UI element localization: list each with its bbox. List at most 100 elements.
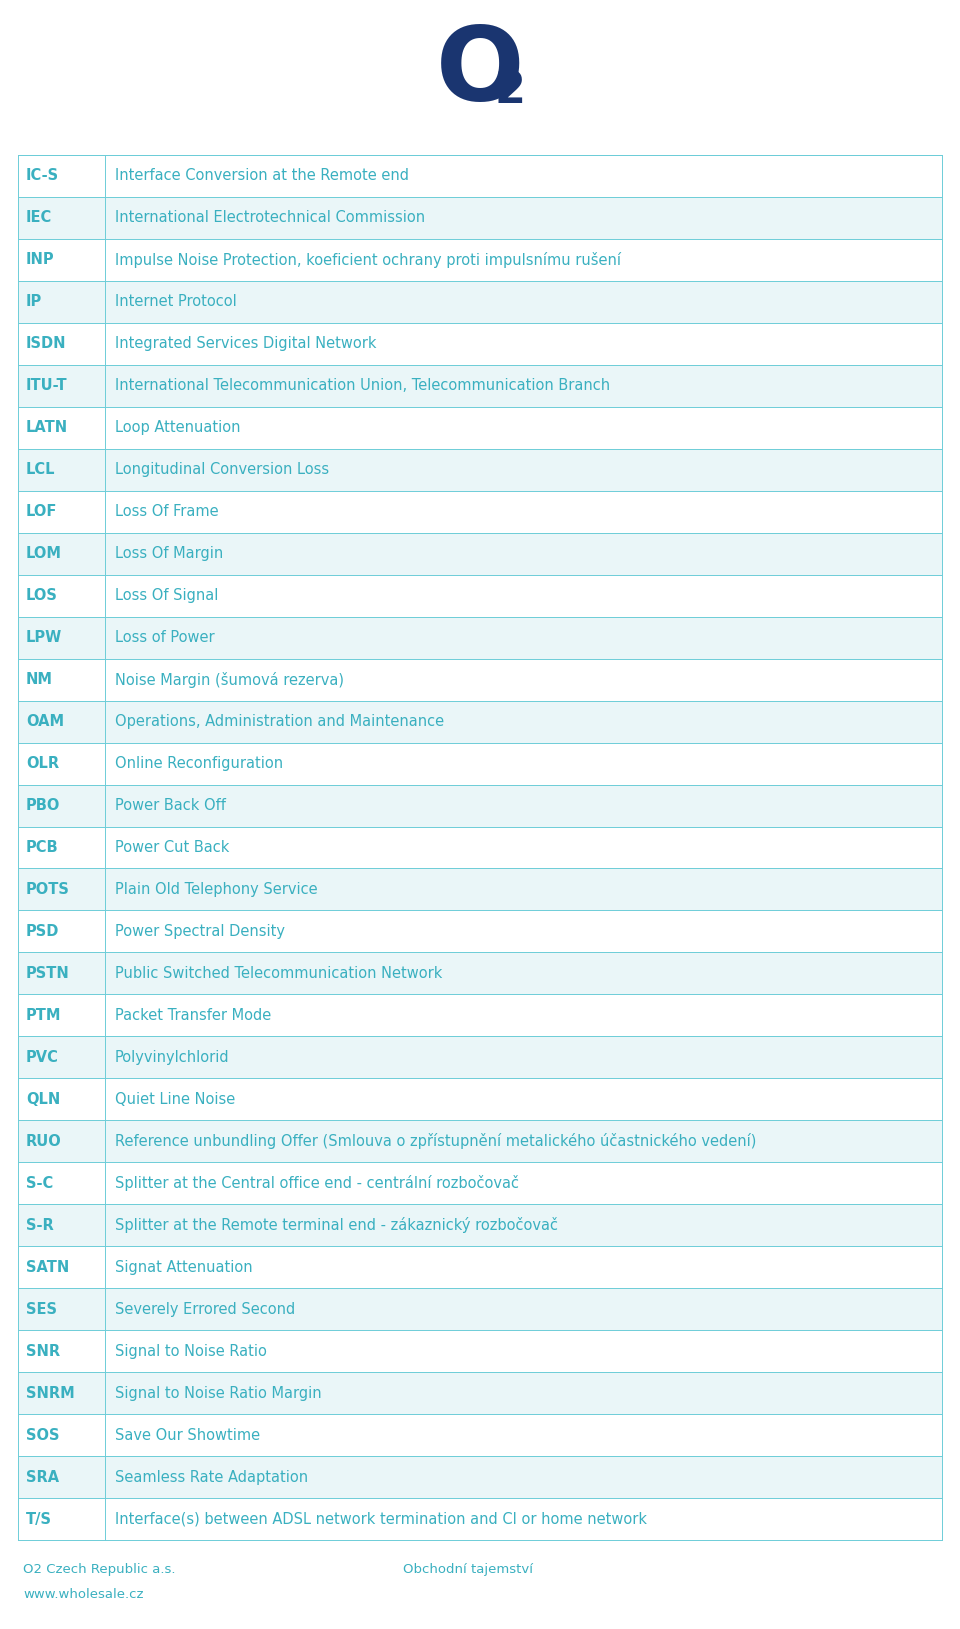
Text: NM: NM bbox=[26, 673, 53, 687]
Text: PTM: PTM bbox=[26, 1008, 61, 1023]
Text: Integrated Services Digital Network: Integrated Services Digital Network bbox=[115, 336, 376, 352]
Text: 2: 2 bbox=[494, 68, 525, 111]
Bar bbox=[18, 407, 942, 448]
Text: Loss of Power: Loss of Power bbox=[115, 630, 215, 645]
Text: Online Reconfiguration: Online Reconfiguration bbox=[115, 756, 283, 771]
Bar bbox=[18, 1372, 942, 1414]
Text: PVC: PVC bbox=[26, 1049, 59, 1065]
Text: Signal to Noise Ratio: Signal to Noise Ratio bbox=[115, 1344, 267, 1359]
Text: Loss Of Margin: Loss Of Margin bbox=[115, 546, 224, 562]
Text: LATN: LATN bbox=[26, 420, 68, 435]
Text: SATN: SATN bbox=[26, 1259, 69, 1276]
Text: Splitter at the Remote terminal end - zákaznický rozbočovač: Splitter at the Remote terminal end - zá… bbox=[115, 1217, 558, 1233]
Bar bbox=[18, 617, 942, 658]
Text: IP: IP bbox=[26, 295, 42, 310]
Text: Seamless Rate Adaptation: Seamless Rate Adaptation bbox=[115, 1469, 308, 1484]
Bar bbox=[18, 1121, 942, 1161]
Text: S-R: S-R bbox=[26, 1218, 54, 1233]
Bar bbox=[18, 785, 942, 826]
Text: Noise Margin (šumová rezerva): Noise Margin (šumová rezerva) bbox=[115, 671, 344, 687]
Text: SNR: SNR bbox=[26, 1344, 60, 1359]
Text: IC-S: IC-S bbox=[26, 168, 60, 184]
Bar bbox=[18, 1078, 942, 1121]
Bar bbox=[18, 1036, 942, 1078]
Text: Packet Transfer Mode: Packet Transfer Mode bbox=[115, 1008, 272, 1023]
Text: Power Cut Back: Power Cut Back bbox=[115, 841, 229, 855]
Bar bbox=[18, 1204, 942, 1246]
Bar bbox=[18, 448, 942, 490]
Text: SOS: SOS bbox=[26, 1427, 60, 1443]
Text: International Telecommunication Union, Telecommunication Branch: International Telecommunication Union, T… bbox=[115, 378, 611, 393]
Text: Severely Errored Second: Severely Errored Second bbox=[115, 1302, 296, 1316]
Text: LOM: LOM bbox=[26, 546, 62, 562]
Text: Polyvinylchlorid: Polyvinylchlorid bbox=[115, 1049, 229, 1065]
Text: PSTN: PSTN bbox=[26, 966, 70, 981]
Bar bbox=[18, 1161, 942, 1204]
Bar bbox=[18, 1289, 942, 1331]
Bar bbox=[18, 700, 942, 743]
Text: Power Back Off: Power Back Off bbox=[115, 798, 226, 813]
Bar bbox=[18, 1331, 942, 1372]
Text: Splitter at the Central office end - centrální rozbočovač: Splitter at the Central office end - cen… bbox=[115, 1175, 519, 1191]
Bar bbox=[18, 365, 942, 407]
Text: Save Our Showtime: Save Our Showtime bbox=[115, 1427, 260, 1443]
Text: QLN: QLN bbox=[26, 1091, 60, 1106]
Bar bbox=[18, 155, 942, 197]
Text: Interface Conversion at the Remote end: Interface Conversion at the Remote end bbox=[115, 168, 409, 184]
Bar bbox=[18, 280, 942, 323]
Bar bbox=[18, 1499, 942, 1539]
Text: Power Spectral Density: Power Spectral Density bbox=[115, 924, 285, 938]
Text: Signat Attenuation: Signat Attenuation bbox=[115, 1259, 252, 1276]
Bar bbox=[18, 743, 942, 785]
Text: Interface(s) between ADSL network termination and CI or home network: Interface(s) between ADSL network termin… bbox=[115, 1512, 647, 1526]
Text: IEC: IEC bbox=[26, 210, 52, 225]
Text: ISDN: ISDN bbox=[26, 336, 66, 352]
Text: Quiet Line Noise: Quiet Line Noise bbox=[115, 1091, 235, 1106]
Text: Reference unbundling Offer (Smlouva o zpřístupnění metalického účastnického vede: Reference unbundling Offer (Smlouva o zp… bbox=[115, 1134, 756, 1150]
Text: SES: SES bbox=[26, 1302, 57, 1316]
Text: O2 Czech Republic a.s.: O2 Czech Republic a.s. bbox=[23, 1564, 176, 1577]
Text: LCL: LCL bbox=[26, 463, 56, 477]
Text: Impulse Noise Protection, koeficient ochrany proti impulsnímu rušení: Impulse Noise Protection, koeficient och… bbox=[115, 252, 621, 267]
Text: LOF: LOF bbox=[26, 505, 58, 520]
Bar bbox=[18, 994, 942, 1036]
Text: Operations, Administration and Maintenance: Operations, Administration and Maintenan… bbox=[115, 714, 444, 730]
Text: Loss Of Signal: Loss Of Signal bbox=[115, 588, 218, 603]
Text: Loss Of Frame: Loss Of Frame bbox=[115, 505, 219, 520]
Text: www.wholesale.cz: www.wholesale.cz bbox=[23, 1588, 143, 1601]
Text: SRA: SRA bbox=[26, 1469, 60, 1484]
Bar bbox=[18, 239, 942, 280]
Text: Longitudinal Conversion Loss: Longitudinal Conversion Loss bbox=[115, 463, 329, 477]
Text: Obchodní tajemství: Obchodní tajemství bbox=[403, 1564, 533, 1577]
Bar bbox=[18, 953, 942, 994]
Text: LOS: LOS bbox=[26, 588, 58, 603]
Text: PBO: PBO bbox=[26, 798, 60, 813]
Text: OAM: OAM bbox=[26, 714, 64, 730]
Text: POTS: POTS bbox=[26, 881, 70, 898]
Bar bbox=[18, 868, 942, 911]
Bar bbox=[18, 1456, 942, 1499]
Text: LPW: LPW bbox=[26, 630, 62, 645]
Bar bbox=[18, 533, 942, 575]
Text: T/S: T/S bbox=[26, 1512, 52, 1526]
Bar bbox=[18, 490, 942, 533]
Bar bbox=[18, 1246, 942, 1289]
Bar bbox=[18, 323, 942, 365]
Bar bbox=[18, 911, 942, 953]
Bar bbox=[18, 575, 942, 617]
Text: Public Switched Telecommunication Network: Public Switched Telecommunication Networ… bbox=[115, 966, 443, 981]
Text: Loop Attenuation: Loop Attenuation bbox=[115, 420, 241, 435]
Bar bbox=[18, 658, 942, 700]
Text: International Electrotechnical Commission: International Electrotechnical Commissio… bbox=[115, 210, 425, 225]
Bar bbox=[18, 197, 942, 239]
Text: OLR: OLR bbox=[26, 756, 60, 771]
Text: RUO: RUO bbox=[26, 1134, 61, 1148]
Text: Internet Protocol: Internet Protocol bbox=[115, 295, 237, 310]
Text: INP: INP bbox=[26, 252, 55, 267]
Text: SNRM: SNRM bbox=[26, 1386, 75, 1401]
Text: S-C: S-C bbox=[26, 1176, 53, 1191]
Text: ITU-T: ITU-T bbox=[26, 378, 67, 393]
Text: O: O bbox=[436, 21, 524, 122]
Text: PCB: PCB bbox=[26, 841, 59, 855]
Bar bbox=[18, 826, 942, 868]
